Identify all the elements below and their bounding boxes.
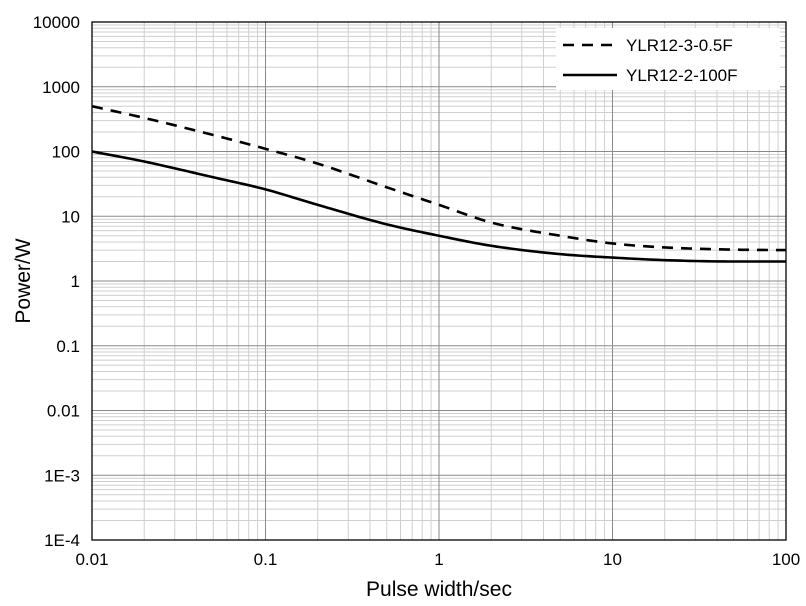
- legend-label: YLR12-2-100F: [626, 66, 738, 85]
- y-tick-label: 10000: [33, 13, 80, 32]
- x-axis-title: Pulse width/sec: [366, 578, 512, 601]
- y-tick-label: 0.1: [56, 337, 80, 356]
- x-tick-label: 0.01: [75, 550, 108, 569]
- series-line-solid: [91, 150, 786, 263]
- y-tick-label: 10: [61, 207, 80, 226]
- y-tick-label: 0.01: [47, 402, 80, 421]
- y-tick-label: 1: [71, 272, 80, 291]
- x-tick-label: 1: [434, 550, 443, 569]
- series-layer: [91, 104, 787, 263]
- y-axis-title: Power/W: [12, 238, 35, 323]
- x-tick-label: 0.1: [254, 550, 278, 569]
- legend-label: YLR12-3-0.5F: [626, 36, 733, 55]
- series-line-dashed: [91, 104, 787, 252]
- x-tick-label: 100: [772, 550, 800, 569]
- plot-frame: [91, 21, 787, 541]
- y-tick-label: 1E-3: [44, 466, 80, 485]
- y-tick-label: 1000: [42, 78, 80, 97]
- legend-box: [556, 28, 780, 90]
- x-tick-label: 10: [603, 550, 622, 569]
- y-tick-labels: 1E-4 1E-3 0.01 0.1 1 10 100 1000 10000: [33, 13, 80, 550]
- x-tick-labels: 0.01 0.1 1 10 100: [75, 550, 800, 569]
- y-tick-label: 100: [52, 143, 80, 162]
- legend: YLR12-3-0.5F YLR12-2-100F: [556, 28, 780, 90]
- y-tick-label: 1E-4: [44, 531, 80, 550]
